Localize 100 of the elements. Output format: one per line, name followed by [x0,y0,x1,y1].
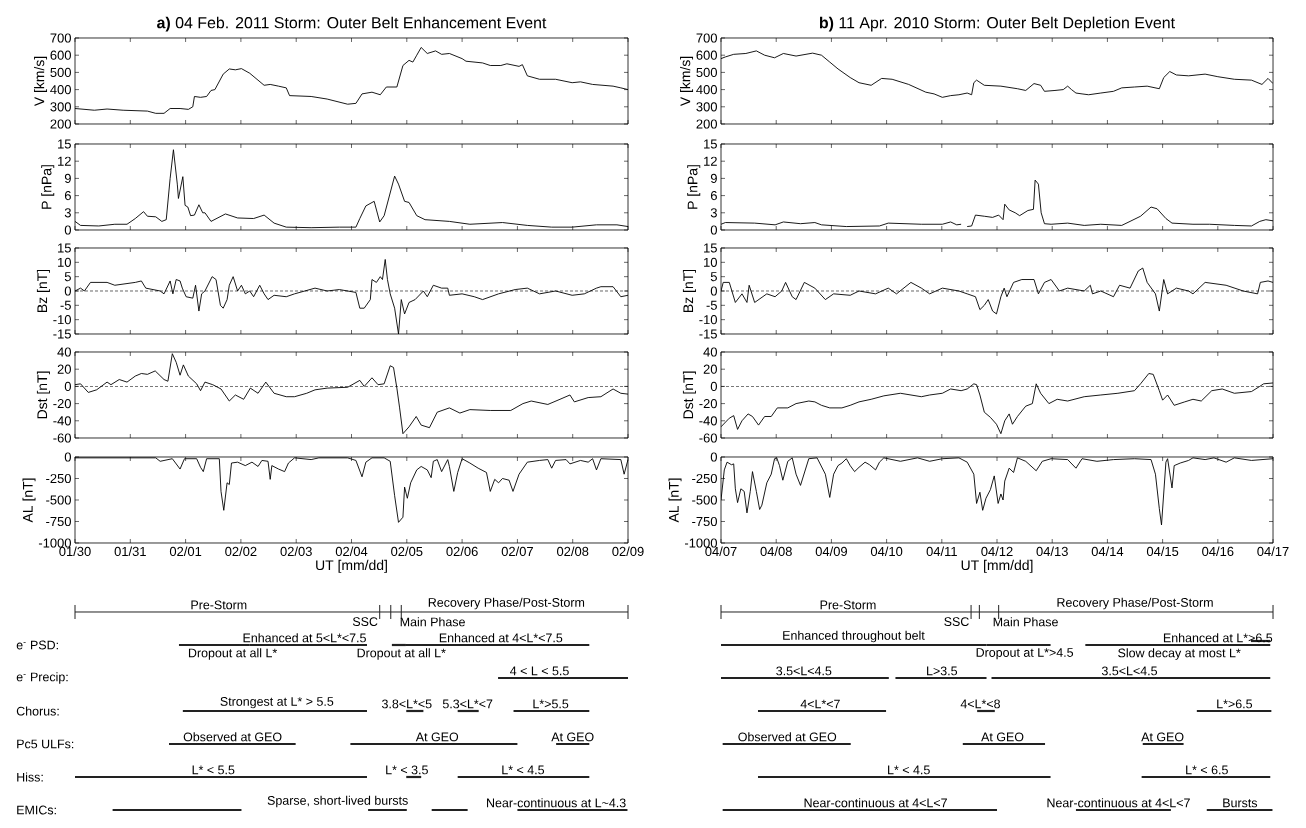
y-tick-label: 0 [64,452,71,462]
y-tick-label: 0 [710,286,717,296]
text: Observed at GEO [183,732,282,742]
y-tick-label: -250 [46,473,71,484]
text: Enhanced at 4<L*<7.5 [439,633,563,643]
y-axis-title: V [km/s] [680,56,694,107]
text: 3.8<L*<5 [382,699,432,709]
x-tick-label: 04/14 [1091,546,1124,557]
text: 4<L*<8 [960,699,1000,709]
y-tick-label: 15 [58,243,71,253]
y-tick-label: 0 [710,225,717,235]
text: L* < 5.5 [192,765,235,775]
y-tick-label: -500 [692,495,717,505]
x-tick-label: 02/06 [446,546,478,557]
text: Enhanced throughout belt [783,630,925,643]
text: L* < 4.5 [888,765,930,775]
text: EMICs: [17,805,56,815]
text: L*>5.5 [533,699,569,709]
y-tick-label: -1000 [684,538,717,548]
text: At GEO [981,732,1024,742]
text: Hiss: [17,772,43,782]
text: Pre-Storm [820,600,876,610]
y-tick-label: 0 [710,381,717,391]
y-tick-label: 5 [64,272,71,282]
y-tick-label: 15 [58,139,71,149]
y-tick-label: -60 [699,433,717,443]
y-tick-label: 9 [710,173,717,183]
text: e$^{-}$ Precip: [16,672,68,684]
x-tick-label: 01/31 [114,546,146,557]
y-tick-label: 5 [710,272,717,282]
y-tick-label: -20 [699,399,717,409]
x-tick-label: 02/07 [501,546,533,557]
x-axis-title: UT [mm/dd] [316,559,387,573]
y-tick-label: 20 [57,364,71,374]
text: L*>6.5 [1217,699,1253,709]
y-tick-label: -5 [60,300,71,310]
y-tick-label: -750 [46,516,71,527]
text: Near-continuous at L~4.3 [487,798,626,808]
y-tick-label: 400 [696,85,717,95]
y-tick-label: -750 [692,516,717,527]
text: Main Phase [993,617,1058,627]
y-tick-label: 500 [696,67,717,77]
y-tick-label: 12 [704,156,717,166]
x-tick-label: 02/03 [280,546,312,557]
y-tick-label: 6 [64,191,71,201]
y-tick-label: 700 [50,33,71,43]
text: L* < 6.5 [1186,765,1228,775]
text: Observed at GEO [738,732,837,742]
y-tick-label: -15 [53,329,71,339]
y-tick-label: 300 [50,102,71,112]
text: At GEO [415,732,459,742]
x-tick-label: 04/08 [760,546,792,557]
y-tick-label: 600 [696,50,717,60]
y-tick-label: -60 [53,433,71,443]
y-axis-title: Dst [nT] [36,371,50,419]
y-axis-title: Bz [nT] [36,269,50,312]
text: Recovery Phase/Post-Storm [428,597,585,610]
y-axis-title: P [nPa] [687,165,701,209]
text: At GEO [1141,732,1184,742]
y-tick-label: -20 [53,399,71,409]
y-tick-label: 12 [58,156,71,166]
text: SSC [944,617,969,627]
x-tick-label: 04/11 [926,546,957,557]
text: Pre-Storm [191,600,247,610]
text: Strongest at L* > 5.5 [220,697,334,709]
text: At GEO [551,732,594,742]
y-axis-title: P [nPa] [41,165,55,209]
x-tick-label: 02/04 [335,546,368,557]
y-tick-label: -1000 [38,538,71,548]
text: Sparse, short-lived bursts [267,795,408,808]
text: Near-continuous at 4<L<7 [1047,798,1190,808]
y-tick-label: 0 [64,381,71,391]
x-tick-label: 02/02 [225,546,257,557]
y-tick-label: 6 [710,191,717,201]
y-tick-label: -5 [706,300,717,310]
text: L>3.5 [927,666,958,676]
y-tick-label: -500 [46,495,71,505]
y-tick-label: 15 [704,243,717,253]
text: Pc5 ULFs: [17,739,74,749]
text: 5.3<L*<7 [442,699,493,709]
chart-title: b) 11 Apr. 2010 Storm: Outer Belt Depletion Event [819,16,1175,32]
x-axis-title: UT [mm/dd] [961,559,1033,573]
y-tick-label: 700 [696,33,717,43]
x-tick-label: 04/15 [1146,546,1179,557]
text: Slow decay at most L* [1118,648,1241,660]
text: 4 < L < 5.5 [510,666,569,676]
text: Enhanced at L*>6.5 [1163,633,1273,643]
y-tick-label: 10 [58,257,71,267]
x-tick-label: 04/13 [1036,546,1068,557]
x-tick-label: 02/08 [557,546,589,557]
text: Dropout at all L* [357,648,446,660]
y-tick-label: 300 [696,102,717,112]
x-tick-label: 04/16 [1202,546,1234,557]
text: Near-continuous at 4<L<7 [804,798,947,808]
y-tick-label: -10 [53,315,71,325]
y-axis-title: V [km/s] [34,56,48,107]
y-tick-label: 500 [50,67,71,77]
text: Dropout at L*>4.5 [976,648,1074,660]
x-tick-label: 02/05 [391,546,423,557]
y-axis-title: Bz [nT] [682,269,696,312]
